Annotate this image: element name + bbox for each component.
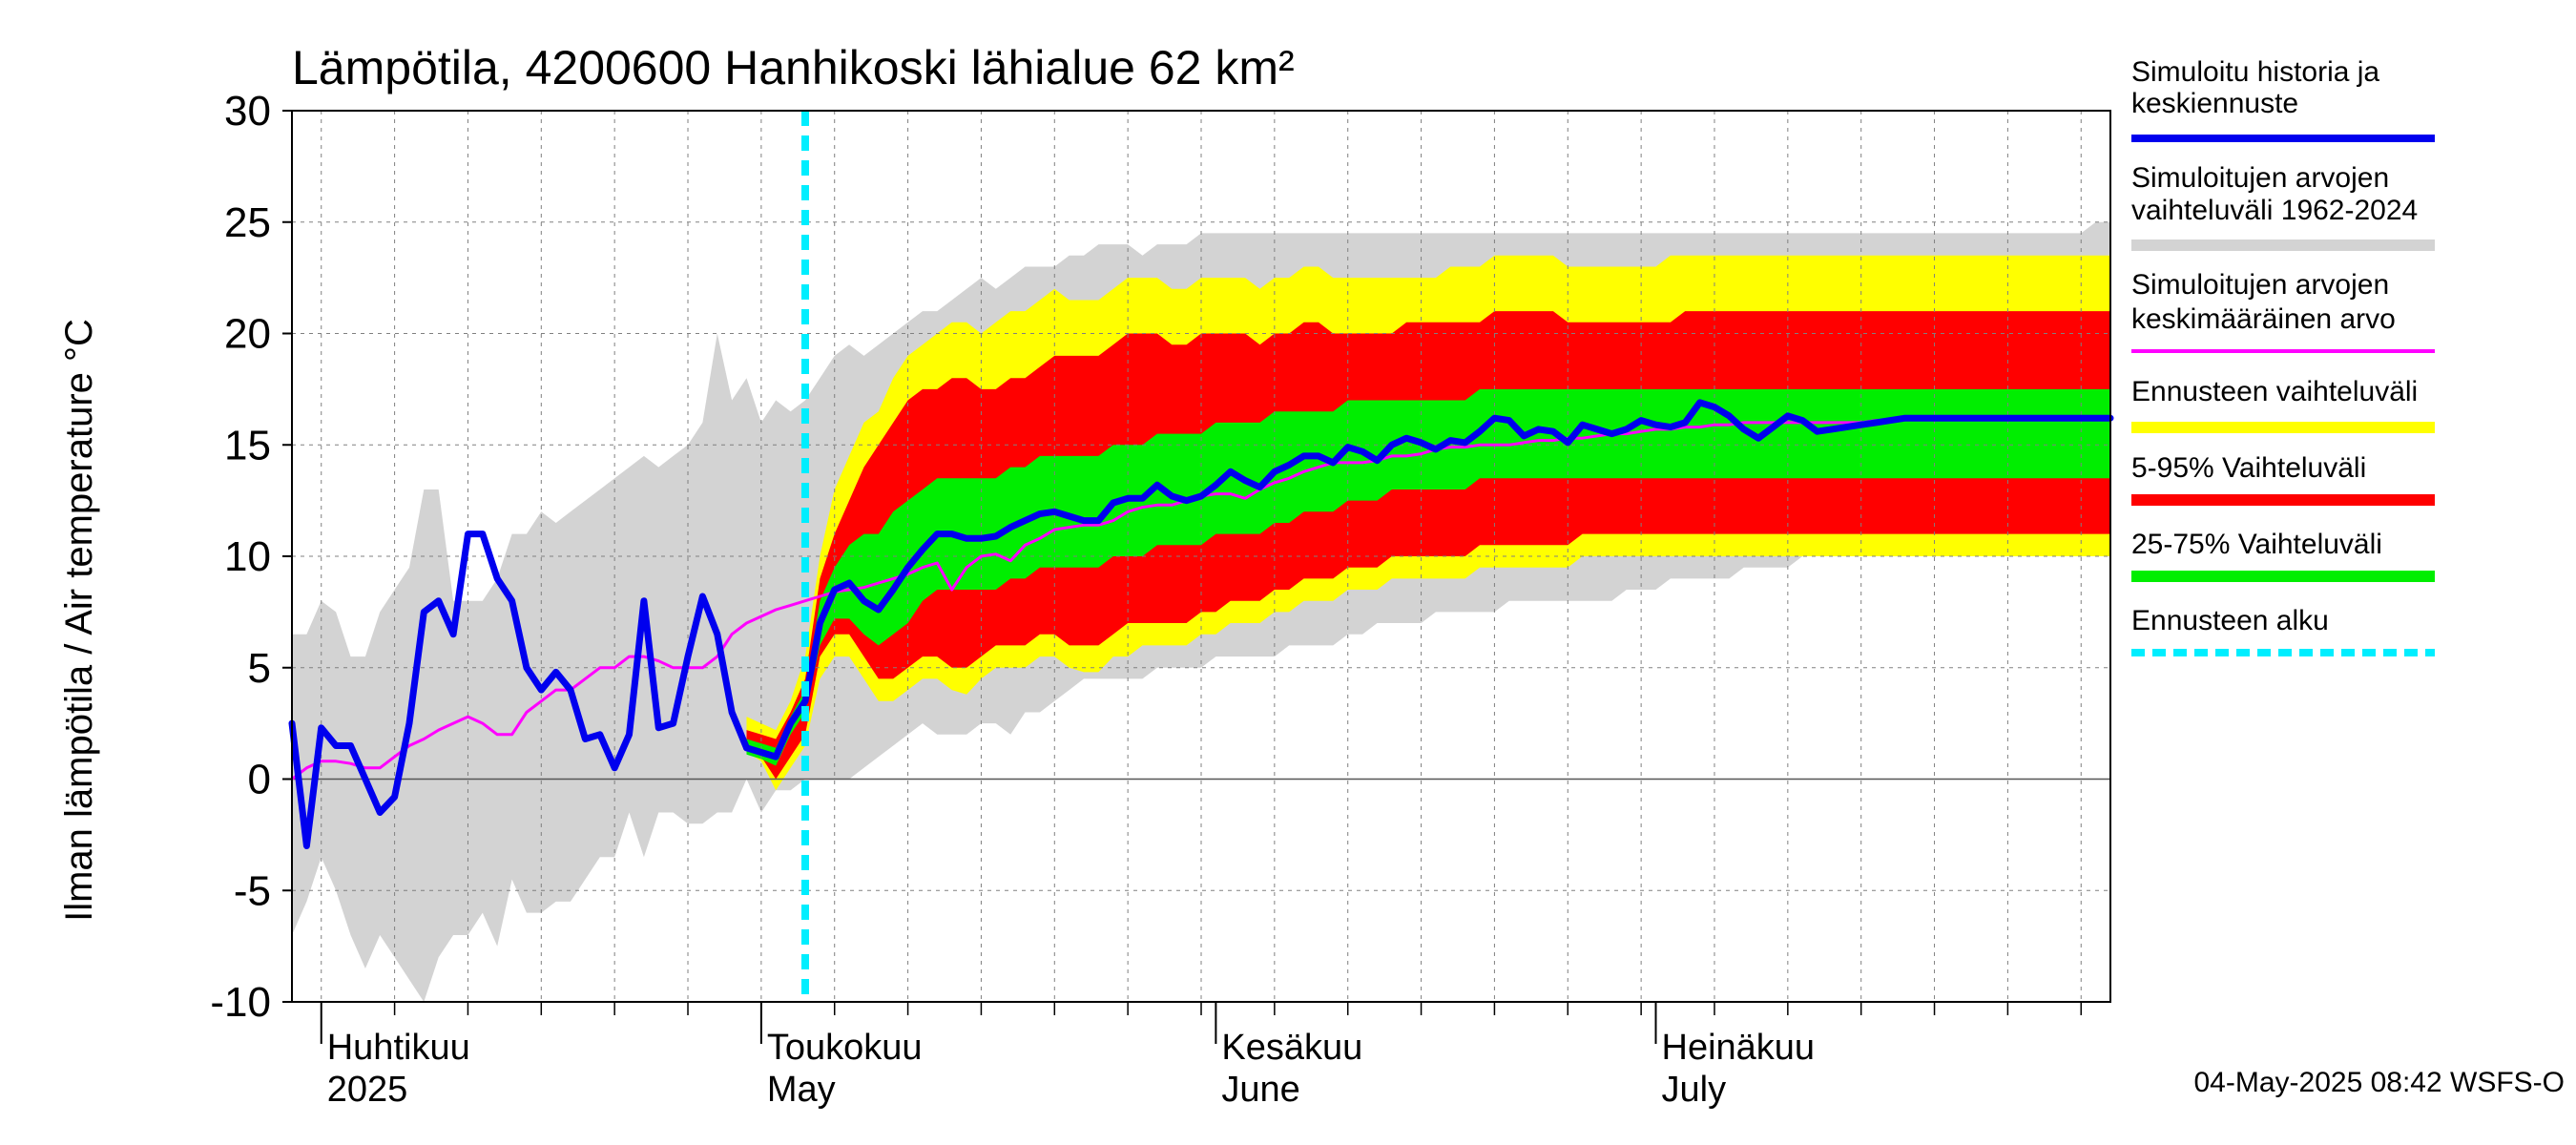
y-tick-label: 15 bbox=[224, 422, 271, 468]
legend-label: Ennusteen alku bbox=[2131, 605, 2329, 636]
month-label-en: July bbox=[1662, 1070, 1727, 1110]
timestamp: 04-May-2025 08:42 WSFS-O bbox=[2194, 1067, 2566, 1098]
chart-title: Lämpötila, 4200600 Hanhikoski lähialue 6… bbox=[292, 41, 1295, 94]
forecast-median-line bbox=[743, 399, 2114, 760]
legend-label: vaihteluväli 1962-2024 bbox=[2131, 195, 2418, 226]
month-label-fi: Heinäkuu bbox=[1662, 1028, 1816, 1068]
legend-label: Ennusteen vaihteluväli bbox=[2131, 376, 2418, 407]
month-label-fi: Toukokuu bbox=[767, 1028, 923, 1068]
legend-label: keskiennuste bbox=[2131, 88, 2298, 119]
y-tick-label: 30 bbox=[224, 88, 271, 135]
legend-label: 5-95% Vaihteluväli bbox=[2131, 452, 2366, 484]
legend-label: Simuloitu historia ja bbox=[2131, 56, 2379, 88]
legend-label: Simuloitujen arvojen bbox=[2131, 162, 2389, 194]
month-label-en: 2025 bbox=[327, 1070, 408, 1110]
gridlines bbox=[292, 110, 2110, 1003]
legend-label: Simuloitujen arvojen bbox=[2131, 269, 2389, 301]
y-tick-label: 0 bbox=[248, 757, 271, 803]
month-label-en: May bbox=[767, 1070, 836, 1110]
y-axis-label: Ilman lämpötila / Air temperature °C bbox=[58, 319, 100, 922]
forecast-25-75-band bbox=[746, 388, 2110, 766]
y-tick-label: 25 bbox=[224, 199, 271, 246]
history-line bbox=[288, 531, 750, 849]
plot-area bbox=[288, 110, 2114, 1003]
y-tick-label: -10 bbox=[210, 979, 271, 1026]
y-tick-label: 10 bbox=[224, 533, 271, 580]
month-label-en: June bbox=[1221, 1070, 1299, 1110]
legend-label: keskimääräinen arvo bbox=[2131, 303, 2396, 335]
y-tick-label: 20 bbox=[224, 311, 271, 358]
series-lines bbox=[288, 111, 2114, 1002]
month-label-fi: Kesäkuu bbox=[1221, 1028, 1362, 1068]
legend-label: 25-75% Vaihteluväli bbox=[2131, 529, 2382, 560]
y-tick-label: -5 bbox=[234, 867, 271, 914]
month-label-fi: Huhtikuu bbox=[327, 1028, 470, 1068]
y-axis-ticks: -10 -5 0 5 10 15 20 25 30 bbox=[210, 88, 292, 1026]
y-tick-label: 5 bbox=[248, 645, 271, 692]
